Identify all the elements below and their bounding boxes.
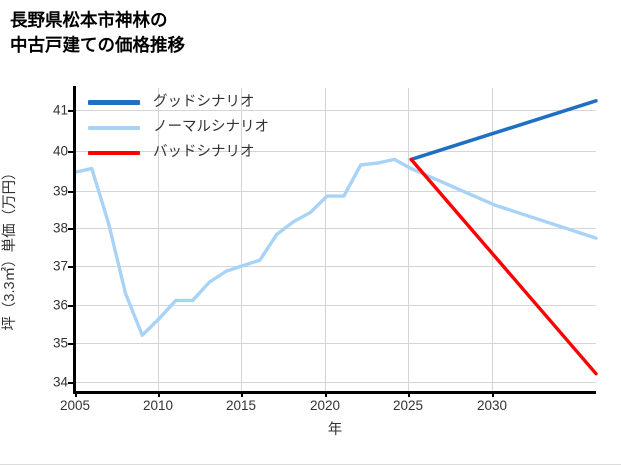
x-tick-label-2025: 2025 xyxy=(392,398,424,413)
x-tick-mark-2005 xyxy=(75,392,77,397)
plot-area xyxy=(73,88,598,392)
legend-swatch-good xyxy=(88,100,140,105)
y-tick-label-34: 34 xyxy=(52,374,68,390)
gridline-y-35 xyxy=(75,343,596,344)
series-good-line xyxy=(409,99,598,162)
y-tick-label-37: 37 xyxy=(52,258,68,274)
gridline-y-34 xyxy=(75,382,596,383)
x-tick-mark-2010 xyxy=(158,392,160,397)
y-tick-mark-34 xyxy=(68,382,73,384)
gridline-y-40 xyxy=(75,151,596,152)
legend-item-good: グッドシナリオ xyxy=(88,90,318,115)
gridline-x-2015 xyxy=(241,88,242,392)
y-tick-mark-41 xyxy=(68,110,73,112)
legend-item-normal: ノーマルシナリオ xyxy=(88,115,318,140)
gridline-x-2025 xyxy=(408,88,409,392)
gridline-x-2020 xyxy=(325,88,326,392)
x-axis-title-text: 年 xyxy=(327,422,343,438)
y-axis-tick-labels: 41 40 39 38 37 36 35 34 xyxy=(0,0,68,465)
series-layer xyxy=(73,99,598,376)
x-tick-label-2005: 2005 xyxy=(59,398,91,413)
legend-swatch-bad xyxy=(88,151,140,155)
x-tick-label-2015: 2015 xyxy=(225,398,257,413)
x-tick-mark-2025 xyxy=(408,392,410,397)
y-tick-label-41: 41 xyxy=(52,102,68,118)
y-tick-mark-35 xyxy=(68,343,73,345)
y-tick-mark-40 xyxy=(68,151,73,153)
y-axis-title-text: 坪（3.3㎡）単価（万円） xyxy=(2,165,18,331)
x-axis-tick-labels: 2005 2010 2015 2020 2025 2030 xyxy=(0,398,621,418)
y-tick-label-35: 35 xyxy=(52,335,68,351)
chart-legend: グッドシナリオ ノーマルシナリオ バッドシナリオ xyxy=(88,90,318,165)
y-tick-mark-39 xyxy=(68,191,73,193)
chart-title-line-2: 中古戸建ての価格推移 xyxy=(10,35,185,56)
series-bad-line xyxy=(409,157,598,376)
x-tick-label-2030: 2030 xyxy=(476,398,508,413)
legend-item-bad: バッドシナリオ xyxy=(88,140,318,165)
x-tick-mark-2015 xyxy=(241,392,243,397)
y-tick-label-36: 36 xyxy=(52,297,68,313)
y-tick-mark-36 xyxy=(68,305,73,307)
y-tick-mark-37 xyxy=(68,266,73,268)
x-tick-mark-2030 xyxy=(492,392,494,397)
gridline-y-41 xyxy=(75,110,596,111)
x-axis-line xyxy=(73,391,596,394)
legend-label-bad: バッドシナリオ xyxy=(153,144,255,160)
x-tick-mark-2020 xyxy=(325,392,327,397)
gridline-y-38 xyxy=(75,228,596,229)
y-tick-mark-38 xyxy=(68,228,73,230)
gridline-y-36 xyxy=(75,305,596,306)
y-tick-label-40: 40 xyxy=(52,143,68,159)
x-tick-label-2020: 2020 xyxy=(309,398,341,413)
chart-title: 長野県松本市神林の 中古戸建ての価格推移 xyxy=(10,8,510,59)
gridline-y-37 xyxy=(75,266,596,267)
series-normal-line xyxy=(73,157,598,337)
gridline-x-2030 xyxy=(492,88,493,392)
legend-label-normal: ノーマルシナリオ xyxy=(153,119,269,135)
legend-swatch-normal xyxy=(88,126,140,130)
y-tick-label-39: 39 xyxy=(52,183,68,199)
x-tick-label-2010: 2010 xyxy=(142,398,174,413)
y-axis-line xyxy=(73,86,76,394)
legend-label-good: グッドシナリオ xyxy=(153,94,255,110)
chart-title-line-1: 長野県松本市神林の xyxy=(10,10,168,30)
y-tick-label-38: 38 xyxy=(52,220,68,236)
y-axis-title: 坪（3.3㎡）単価（万円） xyxy=(0,0,19,330)
gridline-y-39 xyxy=(75,191,596,192)
gridline-x-2010 xyxy=(158,88,159,392)
